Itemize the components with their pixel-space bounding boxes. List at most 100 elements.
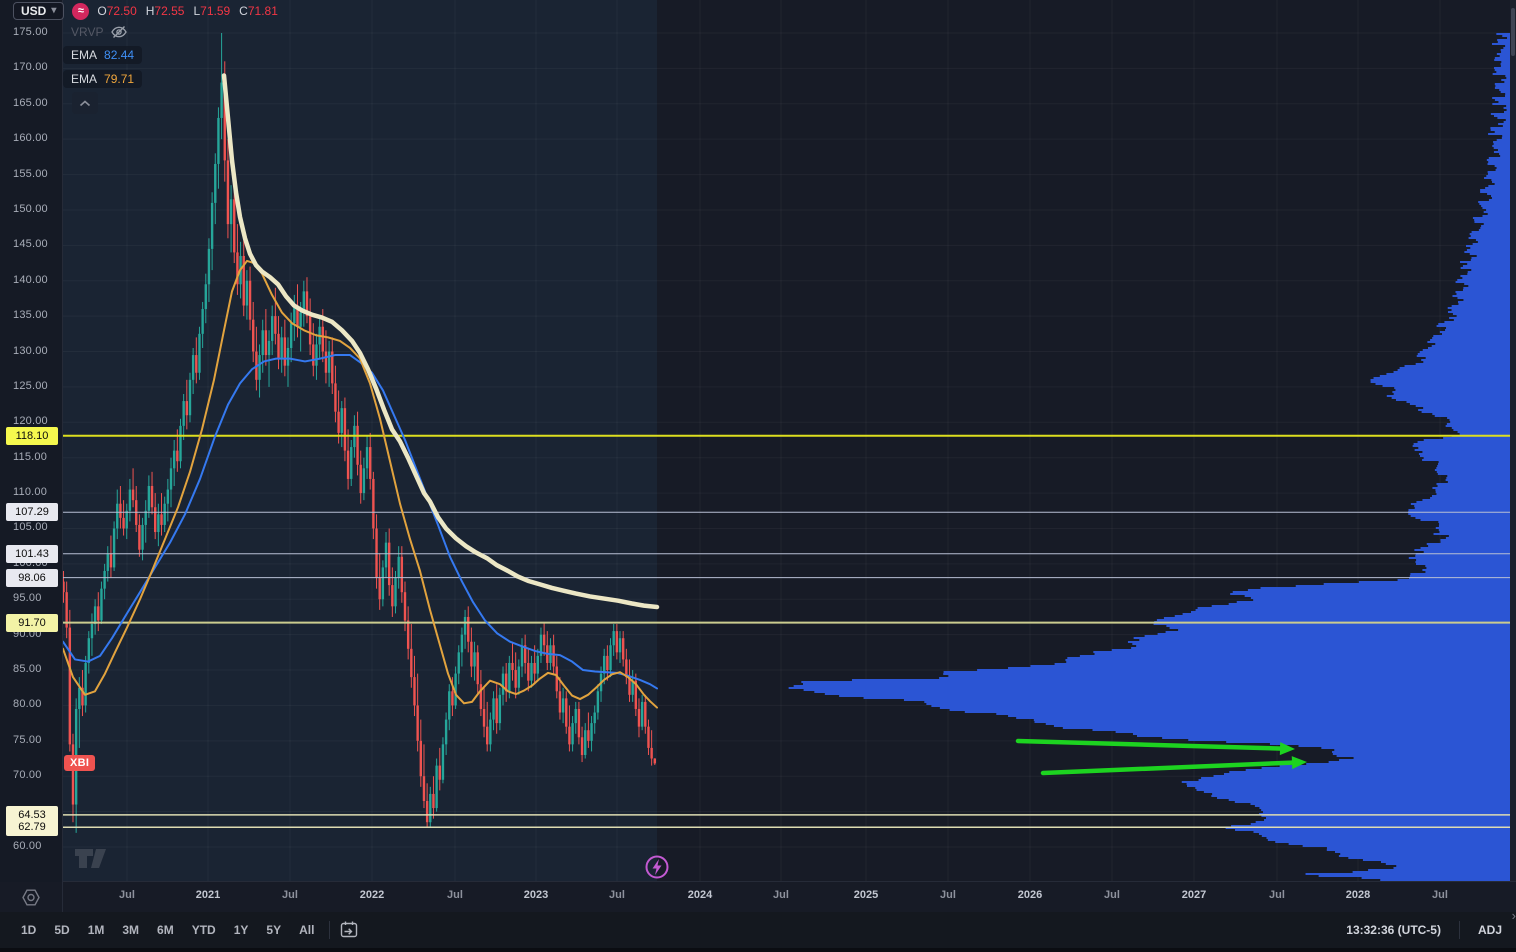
- price-tick-80.00: 80.00: [13, 698, 42, 711]
- time-label-Jul-290: Jul: [282, 889, 298, 901]
- time-label-2023-536: 2023: [523, 889, 549, 901]
- price-label-101.43: 101.43: [6, 544, 58, 563]
- price-tick-70.00: 70.00: [13, 769, 42, 782]
- indicator-ema-1[interactable]: EMA 82.44: [63, 46, 143, 64]
- range-button-5Y[interactable]: 5Y: [266, 923, 282, 937]
- range-button-1D[interactable]: 1D: [21, 923, 37, 937]
- price-axis[interactable]: 175.00 170.00 165.00 160.00 155.00 150.00 145.…: [0, 0, 63, 882]
- toolbar-right: 13:32:36 (UTC-5) ADJ: [1346, 921, 1502, 939]
- ema-blue-line: [62, 354, 658, 690]
- time-label-2025-866: 2025: [853, 889, 879, 901]
- tradingview-watermark: [75, 849, 106, 868]
- green-arrow-1[interactable]: [1015, 738, 1290, 752]
- ema-orange-line: [62, 259, 658, 709]
- scrollbar-thumb[interactable]: [1511, 8, 1515, 56]
- range-button-All[interactable]: All: [299, 923, 315, 937]
- ema1-value: 82.44: [104, 48, 135, 62]
- currency-dropdown[interactable]: USD ▾: [13, 2, 65, 20]
- time-label-Jul-948: Jul: [940, 889, 956, 901]
- window-bottom-edge: [0, 948, 1516, 952]
- range-selector: 1D 5D 1M 3M 6M YTD 1Y 5Y All: [14, 919, 321, 941]
- open-value: O72.50: [97, 4, 137, 18]
- range-button-5D[interactable]: 5D: [54, 923, 70, 937]
- price-label-98.06: 98.06: [6, 568, 58, 587]
- ohlc-values: O72.50 H72.55 L71.59 C71.81: [97, 4, 278, 18]
- time-label-2021-208: 2021: [195, 889, 221, 901]
- lightning-icon[interactable]: [645, 855, 669, 879]
- candles-layer: [62, 33, 656, 833]
- price-tick-110.00: 110.00: [13, 486, 48, 499]
- horizontal-price-lines: [62, 434, 1510, 829]
- price-tick-140.00: 140.00: [13, 273, 48, 286]
- time-label-Jul-1277: Jul: [1269, 889, 1285, 901]
- range-button-1Y[interactable]: 1Y: [233, 923, 249, 937]
- price-label-62.79: 62.79: [6, 818, 58, 837]
- time-axis-settings[interactable]: [0, 882, 63, 912]
- time-label-2024-700: 2024: [687, 889, 713, 901]
- time-label-Jul-781: Jul: [773, 889, 789, 901]
- right-scroll-strip[interactable]: [1510, 0, 1516, 882]
- price-tick-170.00: 170.00: [13, 61, 48, 74]
- trend-arrows: [1015, 738, 1307, 776]
- price-tick-120.00: 120.00: [13, 415, 48, 428]
- symbol-marker-label: XBI: [64, 755, 96, 771]
- price-tick-150.00: 150.00: [13, 202, 48, 215]
- range-button-YTD[interactable]: YTD: [191, 923, 216, 937]
- price-tick-115.00: 115.00: [13, 450, 48, 463]
- indicator-vrvp[interactable]: VRVP: [63, 23, 136, 41]
- ema2-label: EMA: [71, 72, 98, 86]
- expand-panel-chevron[interactable]: ›: [1511, 908, 1516, 923]
- ema1-label: EMA: [71, 48, 98, 62]
- visible-range-shade: [62, 0, 657, 881]
- high-value: H72.55: [145, 4, 185, 18]
- price-tick-145.00: 145.00: [13, 238, 48, 251]
- time-label-2026-1030: 2026: [1017, 889, 1043, 901]
- time-label-Jul-617: Jul: [609, 889, 625, 901]
- currency-label: USD: [21, 4, 47, 18]
- extended-hours-icon[interactable]: ≈: [72, 2, 90, 20]
- price-tick-95.00: 95.00: [13, 592, 42, 605]
- price-tick-175.00: 175.00: [13, 26, 48, 38]
- price-tick-60.00: 60.00: [13, 840, 42, 852]
- chart-canvas[interactable]: [0, 0, 1516, 882]
- low-value: L71.59: [193, 4, 231, 18]
- range-button-1M[interactable]: 1M: [87, 923, 105, 937]
- time-label-Jul-1112: Jul: [1104, 889, 1120, 901]
- time-label-Jul-127: Jul: [119, 889, 135, 901]
- price-tick-165.00: 165.00: [13, 96, 48, 109]
- price-label-91.70: 91.70: [6, 613, 58, 632]
- calendar-arrow-icon: [341, 921, 358, 938]
- toolbar-divider: [329, 921, 331, 939]
- vrvp-label: VRVP: [71, 25, 104, 39]
- adjust-data-toggle[interactable]: ADJ: [1477, 923, 1502, 937]
- price-tick-125.00: 125.00: [13, 379, 48, 392]
- settings-hexagon-icon: [22, 889, 40, 905]
- symbol-row: USD ▾ ≈ O72.50 H72.55 L71.59 C71.81: [13, 1, 278, 21]
- range-button-3M[interactable]: 3M: [122, 923, 140, 937]
- collapse-legend-button[interactable]: [72, 92, 98, 114]
- price-tick-130.00: 130.00: [13, 344, 48, 357]
- time-label-2028-1358: 2028: [1345, 889, 1371, 901]
- green-arrow-2[interactable]: [1040, 760, 1302, 776]
- price-tick-75.00: 75.00: [13, 733, 42, 746]
- bottom-toolbar: 1D 5D 1M 3M 6M YTD 1Y 5Y All 13:32:36 (UTC-5) AD…: [0, 912, 1516, 948]
- clock-timezone[interactable]: 13:32:36 (UTC-5): [1346, 923, 1441, 937]
- close-value: C71.81: [239, 4, 278, 18]
- time-label-2022-372: 2022: [359, 889, 385, 901]
- price-tick-160.00: 160.00: [13, 132, 48, 145]
- price-tick-85.00: 85.00: [13, 663, 42, 676]
- eye-slash-icon[interactable]: [110, 25, 128, 39]
- go-to-date-button[interactable]: [338, 920, 360, 940]
- range-button-6M[interactable]: 6M: [157, 923, 174, 937]
- price-tick-105.00: 105.00: [13, 521, 48, 534]
- time-axis[interactable]: Jul 2021 Jul 2022 Jul 2023 Jul 2024 Jul 2025 Jul 20…: [0, 882, 1516, 913]
- indicator-ema-2[interactable]: EMA 79.71: [63, 70, 143, 88]
- chevron-up-icon: [79, 99, 91, 106]
- anchored-vwap-line: [221, 73, 660, 610]
- price-label-118.10: 118.10: [6, 426, 58, 445]
- price-tick-155.00: 155.00: [13, 167, 48, 180]
- price-label-107.29: 107.29: [6, 503, 58, 522]
- ema2-value: 79.71: [104, 72, 135, 86]
- time-label-Jul-455: Jul: [447, 889, 463, 901]
